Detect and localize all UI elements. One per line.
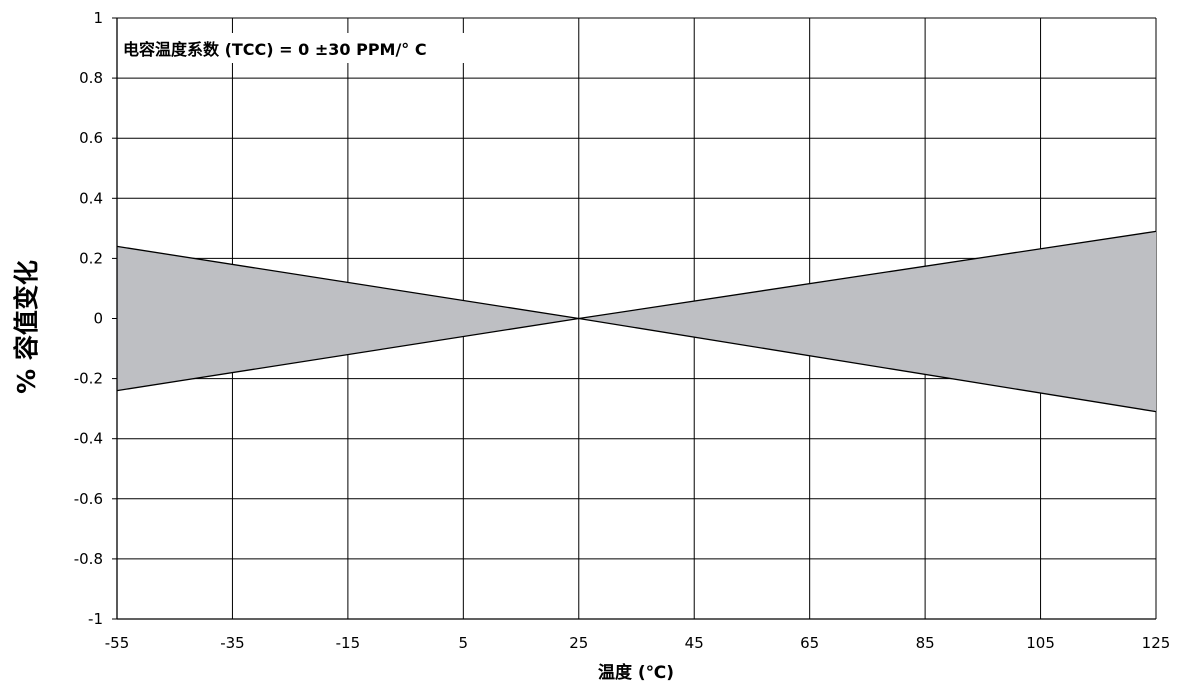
y-tick-label: -0.4 bbox=[74, 430, 103, 448]
tcc-limit-lines bbox=[116, 230, 1157, 413]
x-axis-ticks: -55 -35 -15 5 25 45 65 85 105 125 bbox=[105, 634, 1171, 652]
y-axis-title: % 容值变化 bbox=[12, 260, 41, 394]
y-tick-label: 0.2 bbox=[79, 249, 103, 267]
y-tick-label: 0.4 bbox=[79, 189, 103, 207]
x-tick-label: 105 bbox=[1026, 634, 1055, 652]
y-tick-label: -0.2 bbox=[74, 370, 103, 388]
x-tick-label: 125 bbox=[1142, 634, 1171, 652]
tcc-band-fill bbox=[117, 231, 1156, 412]
x-tick-label: 85 bbox=[916, 634, 935, 652]
x-tick-label: -15 bbox=[336, 634, 361, 652]
y-tick-label: 0.8 bbox=[79, 69, 103, 87]
y-tick-label: 0 bbox=[93, 310, 103, 328]
annotation-background bbox=[120, 33, 540, 63]
y-tick-label: -0.8 bbox=[74, 550, 103, 568]
uncertainty-band bbox=[117, 231, 1156, 412]
y-axis-ticks: 1 0.8 0.6 0.4 0.2 0 -0.2 -0.4 -0.6 -0.8 -1 bbox=[74, 9, 117, 628]
lower-limit-line bbox=[116, 317, 1157, 413]
x-axis-title: 温度 (℃) bbox=[598, 662, 674, 683]
x-tick-label: -55 bbox=[105, 634, 130, 652]
tcc-annotation: 电容温度系数 (TCC) = 0 ±30 PPM/° C bbox=[123, 40, 427, 59]
x-tick-label: 45 bbox=[685, 634, 704, 652]
x-tick-label: 5 bbox=[459, 634, 469, 652]
y-tick-label: 1 bbox=[93, 9, 103, 27]
x-tick-label: 65 bbox=[800, 634, 819, 652]
x-tick-label: -35 bbox=[220, 634, 245, 652]
y-tick-label: -1 bbox=[88, 610, 103, 628]
x-tick-label: 25 bbox=[569, 634, 588, 652]
y-tick-label: 0.6 bbox=[79, 129, 103, 147]
y-tick-label: -0.6 bbox=[74, 490, 103, 508]
